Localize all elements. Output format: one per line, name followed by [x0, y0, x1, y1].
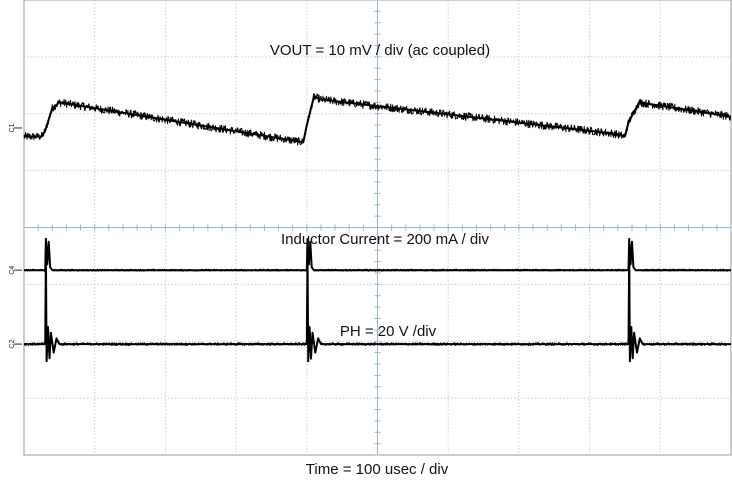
waveform-traces — [23, 93, 732, 363]
annotation-ph: PH = 20 V /div — [340, 323, 437, 340]
annotation-vout: VOUT = 10 mV / div (ac coupled) — [270, 42, 490, 59]
trace-c2 — [24, 252, 731, 363]
channel-labels: C1 C4 C2 — [9, 123, 22, 349]
graticule-grid — [23, 0, 732, 456]
trace-c1 — [24, 95, 732, 144]
channel-label-c1: C1 — [9, 123, 16, 132]
x-axis-label: Time = 100 usec / div — [306, 461, 449, 478]
trace-c4 — [24, 237, 731, 272]
annotation-inductor-current: Inductor Current = 200 mA / div — [281, 231, 490, 248]
channel-label-c2: C2 — [9, 340, 16, 349]
channel-label-c4: C4 — [9, 266, 16, 275]
